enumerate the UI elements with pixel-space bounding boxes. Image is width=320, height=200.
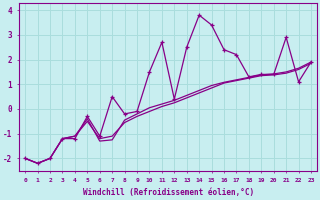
X-axis label: Windchill (Refroidissement éolien,°C): Windchill (Refroidissement éolien,°C) bbox=[83, 188, 254, 197]
